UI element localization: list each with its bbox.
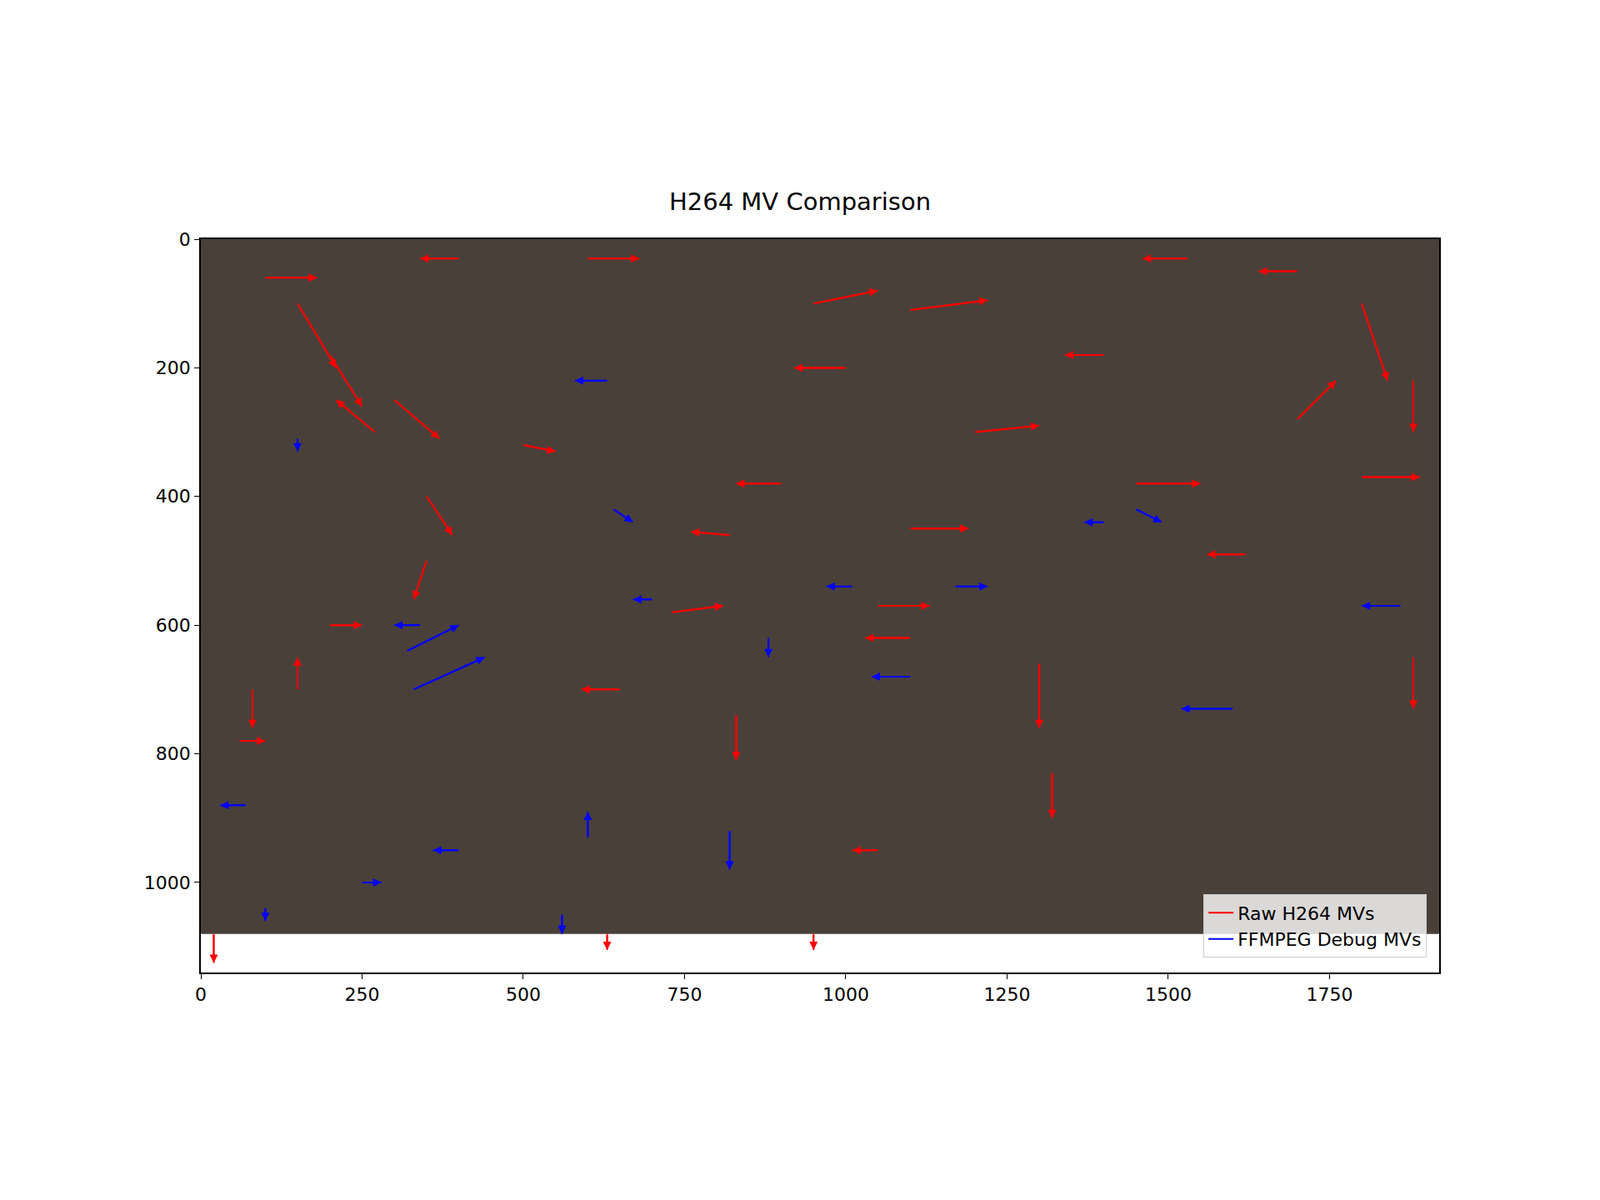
svg-text:600: 600	[155, 615, 191, 636]
svg-text:1500: 1500	[1145, 984, 1192, 1005]
svg-text:500: 500	[505, 984, 541, 1005]
svg-text:250: 250	[344, 984, 380, 1005]
svg-text:200: 200	[155, 357, 191, 379]
svg-text:0: 0	[195, 984, 207, 1005]
svg-text:750: 750	[666, 984, 702, 1005]
svg-text:FFMPEG Debug MVs: FFMPEG Debug MVs	[1237, 929, 1421, 950]
svg-text:0: 0	[179, 229, 191, 250]
svg-text:H264 MV Comparison: H264 MV Comparison	[669, 187, 931, 216]
svg-text:400: 400	[155, 485, 191, 507]
svg-text:1000: 1000	[144, 872, 191, 894]
svg-text:1000: 1000	[822, 984, 870, 1005]
svg-text:800: 800	[155, 743, 191, 765]
svg-text:1750: 1750	[1305, 984, 1353, 1005]
svg-text:Raw H264 MVs: Raw H264 MVs	[1237, 903, 1375, 925]
svg-text:1250: 1250	[983, 984, 1030, 1005]
